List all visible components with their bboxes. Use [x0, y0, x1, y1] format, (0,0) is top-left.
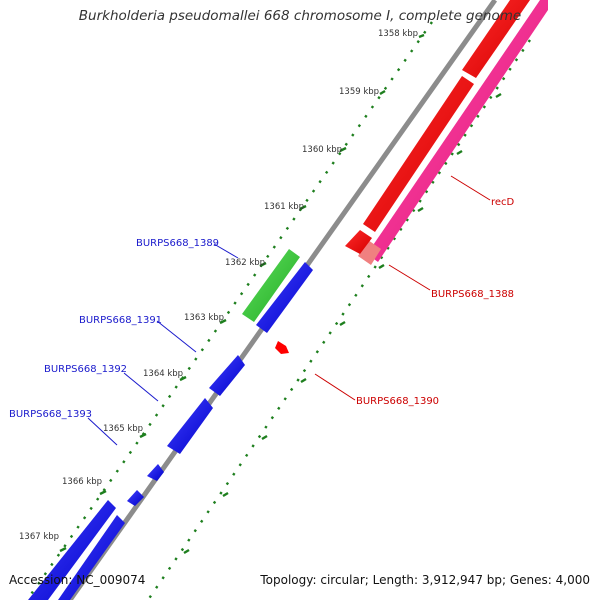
label-connectors	[87, 175, 491, 446]
scale-label: 1365 kbp	[103, 424, 143, 434]
scale-label: 1363 kbp	[184, 313, 224, 323]
gene-label-BURPS668_1390[interactable]: BURPS668_1390	[356, 396, 439, 407]
scale-label: 1366 kbp	[62, 477, 102, 487]
outer-scale-track	[147, 39, 531, 600]
accession-label: Accession: NC_009074	[9, 573, 146, 587]
gene-label-BURPS668_1389[interactable]: BURPS668_1389	[136, 238, 219, 249]
cds-BURPS668_1394[interactable]	[127, 490, 144, 506]
gene-BURPS668_1389[interactable]	[242, 249, 300, 322]
scale-label: 1360 kbp	[302, 145, 342, 155]
scale-label: 1362 kbp	[225, 258, 265, 268]
cds-recD[interactable]	[462, 0, 530, 78]
gene-label-BURPS668_1392[interactable]: BURPS668_1392	[44, 364, 127, 375]
gene-label-BURPS668_1388[interactable]: BURPS668_1388	[431, 289, 514, 300]
scale-label: 1361 kbp	[264, 202, 304, 212]
cds-BURPS668_1388[interactable]	[363, 76, 474, 232]
gene-label-BURPS668_1391[interactable]: BURPS668_1391	[79, 315, 162, 326]
gene-BURPS668_1388[interactable]	[358, 240, 381, 265]
scale-label: 1364 kbp	[143, 369, 183, 379]
cds-BURPS668_1391[interactable]	[209, 355, 245, 396]
scale-labels: 1358 kbp 1359 kbp 1360 kbp 1361 kbp 1362…	[19, 29, 418, 542]
gene-label-recD[interactable]: recD	[491, 197, 515, 208]
cds-inner-lower[interactable]	[28, 500, 116, 600]
genome-summary: Topology: circular; Length: 3,912,947 bp…	[260, 573, 590, 587]
map-title: Burkholderia pseudomallei 668 chromosome…	[78, 8, 522, 24]
cds-BURPS668_1392[interactable]	[167, 398, 213, 454]
scale-label: 1359 kbp	[339, 87, 379, 97]
cds-BURPS668_1389[interactable]	[256, 262, 313, 333]
scale-track	[26, 21, 433, 600]
cds-outer-lower[interactable]	[58, 515, 125, 600]
scale-label: 1367 kbp	[19, 532, 59, 542]
gene-labels: recD BURPS668_1388 BURPS668_1389 BURPS66…	[9, 197, 515, 420]
cds-BURPS668_1393[interactable]	[147, 464, 164, 481]
gene-recD[interactable]	[367, 0, 548, 262]
scale-label: 1358 kbp	[378, 29, 418, 39]
gene-label-BURPS668_1393[interactable]: BURPS668_1393	[9, 409, 92, 420]
cds-BURPS668_1388-arrow[interactable]	[345, 230, 372, 254]
cds-BURPS668_1390[interactable]	[275, 341, 289, 354]
